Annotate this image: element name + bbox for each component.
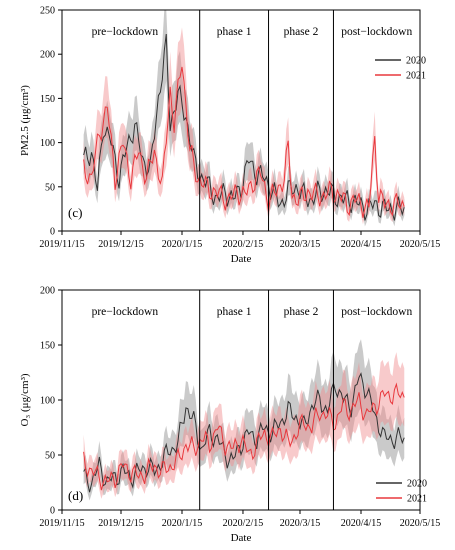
panel-label: (c) (68, 205, 82, 220)
y-tick-label: 50 (45, 182, 55, 193)
phase-label-post-lockdown: post−lockdown (341, 26, 412, 38)
panel-d-o3: 0 50 100 150 200 2019/11/15 2019/12/15 2020/1/… (19, 286, 440, 545)
x-tick-label: 2019/12/15 (98, 518, 144, 529)
line-2021 (83, 382, 405, 491)
x-tick-labels: 2019/11/15 2019/12/15 2020/1/15 2020/2/15 20… (39, 231, 440, 250)
line-2021 (83, 66, 405, 218)
y-tick-label: 200 (40, 50, 55, 61)
y-tick-label: 200 (40, 286, 55, 297)
y-tick-labels: 0 50 100 150 200 250 (40, 6, 62, 238)
y-tick-label: 150 (40, 341, 55, 352)
y-tick-label: 0 (50, 506, 55, 517)
x-tick-label: 2019/11/15 (39, 239, 84, 250)
legend-label-2020: 2020 (406, 56, 426, 67)
x-tick-label: 2019/11/15 (39, 518, 84, 529)
band-2020 (83, 339, 405, 501)
x-tick-label: 2020/5/15 (400, 239, 441, 250)
band-2021 (83, 27, 405, 225)
x-tick-label: 2020/2/15 (223, 518, 264, 529)
x-tick-labels: 2019/11/15 2019/12/15 2020/1/15 2020/2/15 20… (39, 510, 440, 529)
x-axis-label: Date (231, 253, 252, 265)
x-tick-label: 2020/2/15 (223, 239, 264, 250)
series-lines (83, 34, 405, 221)
y-tick-label: 0 (50, 227, 55, 238)
plot-border (61, 9, 421, 232)
x-tick-label: 2020/1/15 (162, 239, 203, 250)
y-tick-label: 150 (40, 94, 55, 105)
plot-frame (61, 9, 421, 232)
y-tick-label: 50 (45, 451, 55, 462)
legend-label-2020: 2020 (407, 479, 427, 490)
y-axis-label: O₃ (μg/cm³) (19, 373, 31, 426)
y-tick-label: 250 (40, 6, 55, 17)
x-tick-label: 2020/1/15 (162, 518, 203, 529)
phase-label-pre-lockdown: pre−lockdown (92, 306, 159, 318)
y-axis-label: PM2.5 (μg/cm³) (19, 85, 31, 156)
legend: 2020 2021 (376, 479, 427, 505)
x-tick-label: 2020/3/15 (280, 518, 321, 529)
phase-label-pre-lockdown: pre−lockdown (92, 26, 159, 38)
line-2020 (83, 34, 405, 221)
confidence-bands (83, 10, 405, 227)
x-tick-label: 2020/3/15 (280, 239, 321, 250)
phase-labels: pre−lockdown phase 1 phase 2 post−lockdown (92, 26, 413, 38)
panel-label: (d) (68, 488, 83, 503)
y-tick-labels: 0 50 100 150 200 (40, 286, 62, 517)
legend-label-2021: 2021 (406, 71, 426, 82)
legend: 2020 2021 (375, 56, 426, 82)
phase-label-post-lockdown: post−lockdown (341, 306, 412, 318)
x-tick-label: 2020/4/15 (341, 239, 382, 250)
legend-label-2021: 2021 (407, 494, 427, 505)
phase-labels: pre−lockdown phase 1 phase 2 post−lockdown (92, 306, 413, 318)
phase-label-phase-2: phase 2 (284, 306, 319, 318)
series-lines (83, 372, 405, 493)
phase-label-phase-1: phase 1 (217, 306, 252, 318)
phase-label-phase-1: phase 1 (217, 26, 252, 38)
phase-label-phase-2: phase 2 (284, 26, 319, 38)
x-tick-label: 2020/5/15 (400, 518, 441, 529)
y-tick-label: 100 (40, 138, 55, 149)
x-axis-label: Date (231, 532, 252, 544)
y-tick-label: 100 (40, 396, 55, 407)
x-tick-label: 2019/12/15 (98, 239, 144, 250)
x-tick-label: 2020/4/15 (341, 518, 382, 529)
panel-c-pm25: 0 50 100 150 200 250 2019/11/15 2019/12/15 2020… (19, 6, 440, 266)
